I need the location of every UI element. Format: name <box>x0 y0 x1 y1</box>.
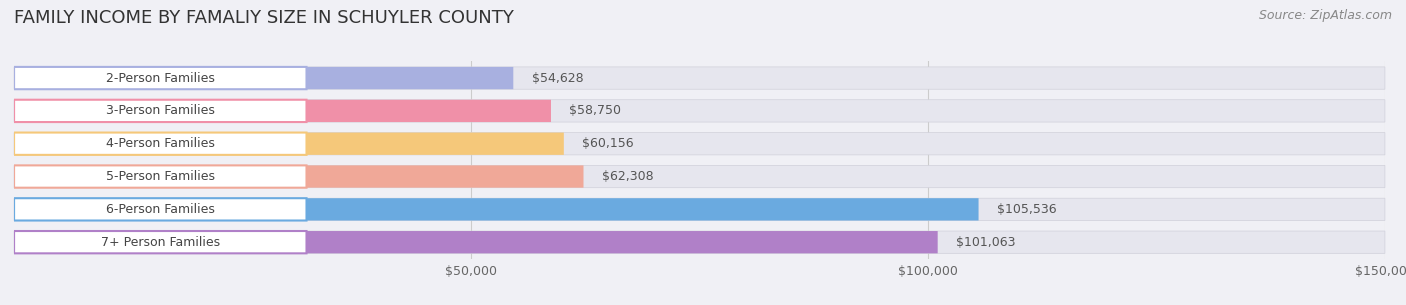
FancyBboxPatch shape <box>14 67 307 89</box>
FancyBboxPatch shape <box>14 67 1385 89</box>
FancyBboxPatch shape <box>14 133 564 155</box>
Text: $58,750: $58,750 <box>569 104 621 117</box>
FancyBboxPatch shape <box>14 133 1385 155</box>
FancyBboxPatch shape <box>14 165 1385 188</box>
FancyBboxPatch shape <box>14 231 1385 253</box>
FancyBboxPatch shape <box>14 198 307 221</box>
Text: 4-Person Families: 4-Person Families <box>105 137 215 150</box>
Text: 3-Person Families: 3-Person Families <box>105 104 215 117</box>
FancyBboxPatch shape <box>14 100 551 122</box>
FancyBboxPatch shape <box>14 100 307 122</box>
Text: $105,536: $105,536 <box>997 203 1056 216</box>
FancyBboxPatch shape <box>14 100 1385 122</box>
Text: $54,628: $54,628 <box>531 72 583 84</box>
FancyBboxPatch shape <box>14 165 307 188</box>
FancyBboxPatch shape <box>14 133 307 155</box>
Text: $60,156: $60,156 <box>582 137 634 150</box>
Text: $62,308: $62,308 <box>602 170 654 183</box>
Text: 6-Person Families: 6-Person Families <box>105 203 215 216</box>
Text: FAMILY INCOME BY FAMALIY SIZE IN SCHUYLER COUNTY: FAMILY INCOME BY FAMALIY SIZE IN SCHUYLE… <box>14 9 515 27</box>
Text: $101,063: $101,063 <box>956 236 1015 249</box>
FancyBboxPatch shape <box>14 165 583 188</box>
Text: 7+ Person Families: 7+ Person Families <box>101 236 219 249</box>
FancyBboxPatch shape <box>14 198 979 221</box>
Text: 2-Person Families: 2-Person Families <box>105 72 215 84</box>
FancyBboxPatch shape <box>14 231 307 253</box>
Text: 5-Person Families: 5-Person Families <box>105 170 215 183</box>
FancyBboxPatch shape <box>14 67 513 89</box>
FancyBboxPatch shape <box>14 198 1385 221</box>
Text: Source: ZipAtlas.com: Source: ZipAtlas.com <box>1258 9 1392 22</box>
FancyBboxPatch shape <box>14 231 938 253</box>
